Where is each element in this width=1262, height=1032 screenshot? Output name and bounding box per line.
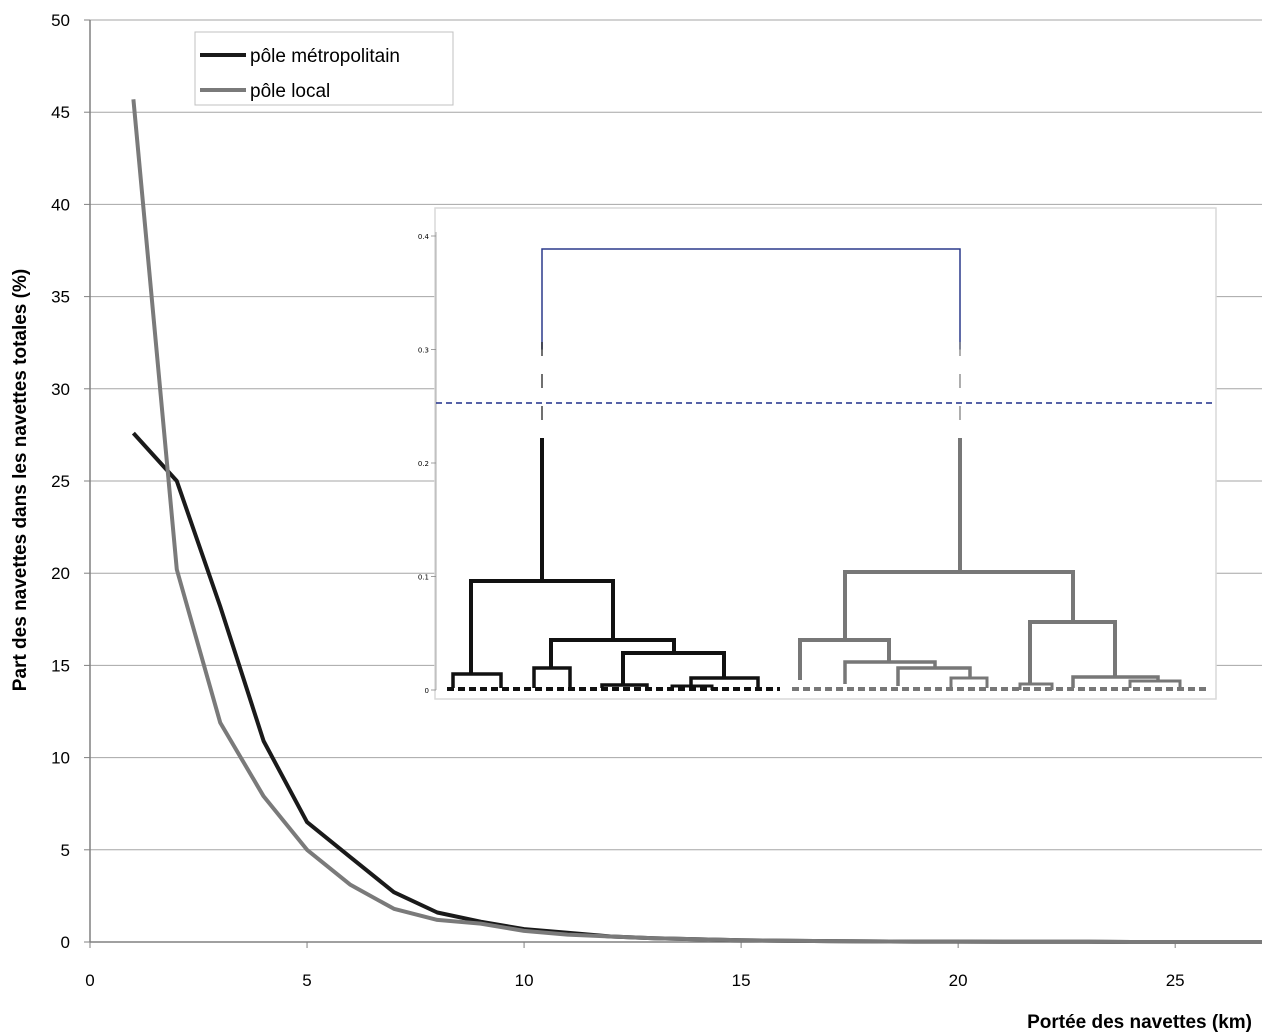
inset-dendrogram: 0 0.1 0.2 0.3 0.4 — [418, 207, 1217, 700]
x-tick-label: 0 — [85, 971, 94, 990]
dendrogram-right-leafgroup-1 — [896, 666, 972, 686]
dendrogram-left-leafgroup-4 — [689, 676, 760, 688]
legend-label-metropolitain: pôle métropolitain — [250, 46, 400, 67]
x-tick-label: 5 — [302, 971, 311, 990]
y-tick-label: 20 — [51, 564, 70, 583]
legend-label-local: pôle local — [250, 81, 330, 102]
y-tick-label: 5 — [61, 841, 70, 860]
y-tick-label: 40 — [51, 195, 70, 214]
inset-y-tick-label: 0.2 — [418, 460, 429, 468]
inset-y-tick-label: 0 — [425, 687, 429, 695]
y-tick-label: 30 — [51, 380, 70, 399]
y-tick-label: 0 — [61, 933, 70, 952]
dendrogram-left-sub — [549, 638, 676, 668]
inset-branches — [436, 248, 1216, 691]
dendrogram-right-left-sub — [798, 638, 891, 680]
inset-y-ticks: 0 0.1 0.2 0.3 0.4 — [418, 232, 437, 695]
dendrogram-left-leafgroup-3 — [600, 683, 649, 688]
dendrogram-right-leafgroup-3 — [1071, 675, 1160, 688]
y-tick-label: 25 — [51, 472, 70, 491]
x-tick-label: 25 — [1166, 971, 1185, 990]
inset-frame — [434, 207, 1217, 700]
series-lines — [131, 99, 1262, 944]
dendrogram-right-leafgroup-2 — [949, 676, 989, 688]
y-tick-label: 15 — [51, 656, 70, 675]
x-tick-label: 15 — [732, 971, 751, 990]
x-axis-title: Portée des navettes (km) — [1027, 1012, 1252, 1032]
x-tick-label: 20 — [949, 971, 968, 990]
y-tick-labels: 0 5 10 15 20 25 30 35 40 45 50 — [51, 11, 70, 952]
dendrogram-right-right-sub — [1028, 620, 1117, 684]
y-tick-label: 10 — [51, 749, 70, 768]
y-tick-label: 50 — [51, 11, 70, 30]
y-axis-title: Part des navettes dans les navettes tota… — [10, 269, 31, 691]
dendrogram-right-split — [843, 570, 1075, 640]
x-tick-labels: 0 5 10 15 20 25 — [85, 942, 1185, 990]
legend-box — [194, 31, 454, 106]
dendrogram-right-left-subsub — [843, 660, 937, 684]
dendrogram-left-subsub — [621, 651, 726, 685]
inset-y-tick-label: 0.3 — [418, 347, 429, 355]
inset-y-tick-label: 0.1 — [418, 574, 429, 582]
legend: pôle métropolitain pôle local — [194, 31, 454, 106]
series-line-local — [131, 99, 1262, 944]
dendrogram-root-link — [541, 248, 961, 350]
dendrogram-left-leafgroup-2 — [532, 666, 572, 688]
dendrogram-right-leafgroup-4 — [1128, 679, 1182, 688]
x-tick-label: 10 — [515, 971, 534, 990]
dendrogram-left-leafgroup-1 — [451, 672, 503, 688]
y-tick-label: 35 — [51, 288, 70, 307]
y-tick-label: 45 — [51, 103, 70, 122]
inset-y-tick-label: 0.4 — [418, 233, 430, 241]
dendrogram-left-split — [469, 579, 615, 674]
